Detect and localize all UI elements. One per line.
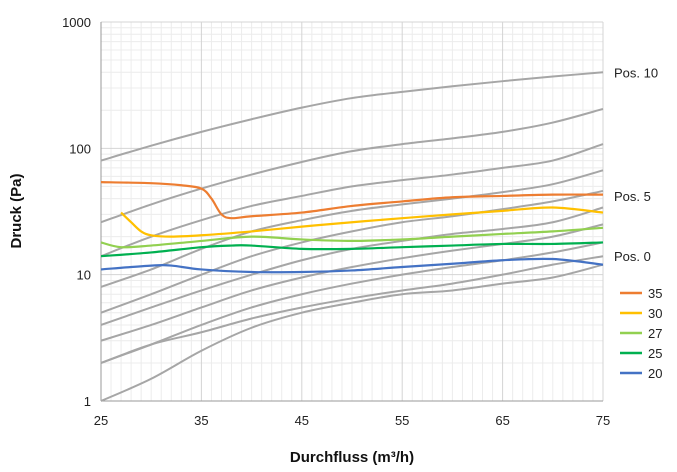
series-line-30 [120, 206, 604, 238]
legend-item-20: 20 [620, 366, 662, 381]
legend-item-25: 25 [620, 346, 662, 361]
x-tick-label: 25 [94, 413, 108, 428]
legend-item-27: 27 [620, 326, 662, 341]
y-tick-label: 100 [69, 141, 91, 156]
position-label: Pos. 5 [614, 189, 651, 204]
legend-label: 30 [648, 306, 662, 321]
legend-label: 20 [648, 366, 662, 381]
y-tick-label: 1 [84, 394, 91, 409]
position-label: Pos. 0 [614, 249, 651, 264]
position-curve-2 [100, 143, 604, 258]
legend-label: 35 [648, 286, 662, 301]
position-curves [100, 71, 604, 402]
series-line-35 [100, 181, 604, 220]
position-curve-0 [100, 71, 604, 162]
y-tick-labels: 1 10 100 1000 [62, 15, 91, 409]
position-labels: Pos. 10 Pos. 5 Pos. 0 [614, 65, 658, 264]
position-curve-9 [100, 263, 604, 402]
x-tick-label: 65 [495, 413, 509, 428]
y-tick-label: 10 [77, 268, 91, 283]
series-line-27 [100, 226, 604, 249]
y-tick-label: 1000 [62, 15, 91, 30]
x-tick-label: 35 [194, 413, 208, 428]
legend-item-35: 35 [620, 286, 662, 301]
minor-gridlines [101, 22, 603, 401]
legend-item-30: 30 [620, 306, 662, 321]
legend-label: 27 [648, 326, 662, 341]
x-axis-title: Durchfluss (m³/h) [290, 449, 414, 466]
position-curve-1 [100, 107, 604, 224]
legend-label: 25 [648, 346, 662, 361]
position-curve-8 [100, 255, 604, 364]
series-line-20 [100, 257, 604, 274]
position-curve-3 [100, 169, 604, 288]
position-curve-6 [100, 223, 604, 342]
y-axis-title: Druck (Pa) [8, 173, 25, 248]
position-label: Pos. 10 [614, 65, 658, 80]
legend: 35 30 27 25 20 [620, 286, 662, 381]
position-curve-7 [100, 241, 604, 364]
x-tick-label: 75 [596, 413, 610, 428]
x-tick-label: 45 [295, 413, 309, 428]
x-tick-label: 55 [395, 413, 409, 428]
x-tick-labels: 25 35 45 55 65 75 [94, 413, 610, 428]
position-curve-4 [100, 189, 604, 314]
series-curves [100, 181, 604, 274]
series-line-25 [100, 241, 604, 258]
